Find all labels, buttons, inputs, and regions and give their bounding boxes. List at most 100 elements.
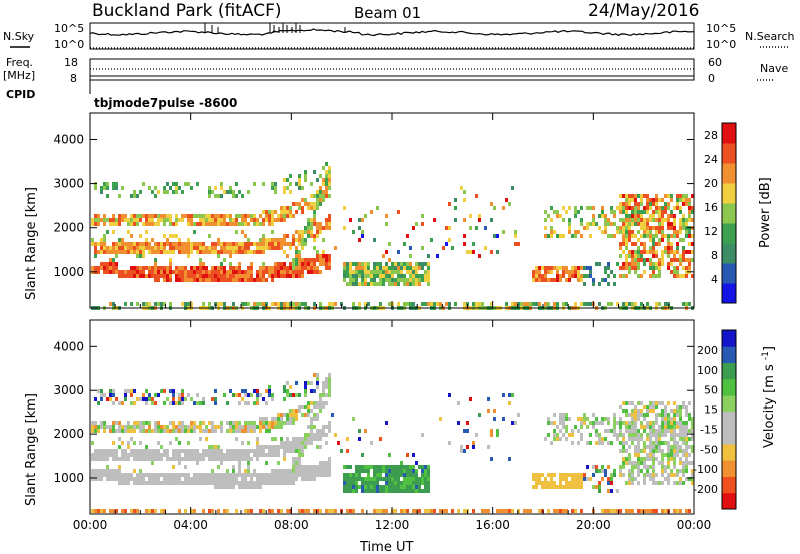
heatmap-cell — [613, 421, 616, 425]
heatmap-cell — [682, 194, 685, 198]
heatmap-cell — [424, 509, 427, 513]
heatmap-cell — [226, 457, 229, 461]
heatmap-cell — [652, 445, 655, 449]
heatmap-cell — [643, 234, 646, 238]
heatmap-cell — [262, 417, 265, 421]
heatmap-cell — [178, 397, 181, 401]
heatmap-cell — [652, 198, 655, 202]
heatmap-cell — [169, 401, 172, 405]
heatmap-cell — [103, 218, 106, 222]
noise-panel: 10^5 10^0 10^5 10^0 N.Sky N.Search — [3, 22, 795, 51]
heatmap-cell — [169, 441, 172, 445]
heatmap-cell — [652, 421, 655, 425]
heatmap-cell — [682, 449, 685, 453]
heatmap-cell — [595, 469, 598, 473]
heatmap-cell — [661, 218, 664, 222]
heatmap-cell — [289, 182, 292, 186]
heatmap-cell — [316, 445, 319, 449]
heatmap-cell — [598, 302, 601, 306]
heatmap-cell — [115, 509, 118, 513]
heatmap-cell — [145, 242, 148, 246]
heatmap-cell — [274, 421, 277, 425]
heatmap-cell — [589, 441, 592, 445]
heatmap-cell — [418, 266, 421, 270]
heatmap-cell — [625, 457, 628, 461]
heatmap-cell — [550, 206, 553, 210]
heatmap-cell — [343, 489, 346, 493]
heatmap-cell — [181, 270, 184, 274]
heatmap-cell — [247, 190, 250, 194]
heatmap-cell — [208, 509, 211, 513]
heatmap-cell — [127, 429, 130, 433]
heatmap-cell — [109, 509, 112, 513]
heatmap-cell — [364, 489, 367, 493]
heatmap-cell — [358, 469, 361, 473]
heatmap-cell — [190, 270, 193, 274]
heatmap-cell — [532, 302, 535, 306]
heatmap-cell — [670, 469, 673, 473]
heatmap-cell — [181, 274, 184, 278]
heatmap-cell — [265, 278, 268, 282]
heatmap-cell — [412, 282, 415, 286]
heatmap-cell — [256, 445, 259, 449]
heatmap-cell — [322, 178, 325, 182]
heatmap-cell — [109, 477, 112, 481]
heatmap-cell — [307, 270, 310, 274]
heatmap-cell — [685, 198, 688, 202]
heatmap-cell — [307, 381, 310, 385]
heatmap-cell — [262, 425, 265, 429]
heatmap-cell — [493, 409, 496, 413]
heatmap-cell — [253, 278, 256, 282]
heatmap-cell — [463, 218, 466, 222]
heatmap-cell — [601, 469, 604, 473]
heatmap-cell — [187, 274, 190, 278]
heatmap-cell — [103, 242, 106, 246]
heatmap-cell — [229, 481, 232, 485]
heatmap-cell — [322, 166, 325, 170]
heatmap-cell — [625, 226, 628, 230]
heatmap-cell — [661, 425, 664, 429]
heatmap-cell — [226, 190, 229, 194]
heatmap-cell — [184, 509, 187, 513]
heatmap-cell — [412, 465, 415, 469]
heatmap-cell — [640, 202, 643, 206]
heatmap-cell — [307, 202, 310, 206]
heatmap-cell — [298, 186, 301, 190]
heatmap-cell — [298, 262, 301, 266]
heatmap-cell — [679, 509, 682, 513]
heatmap-cell — [322, 401, 325, 405]
heatmap-cell — [679, 437, 682, 441]
heatmap-cell — [253, 214, 256, 218]
heatmap-cell — [565, 210, 568, 214]
heatmap-cell — [214, 222, 217, 226]
heatmap-cell — [154, 222, 157, 226]
heatmap-cell — [349, 262, 352, 266]
heatmap-cell — [211, 453, 214, 457]
heatmap-cell — [178, 477, 181, 481]
heatmap-cell — [115, 270, 118, 274]
heatmap-cell — [250, 429, 253, 433]
heatmap-cell — [652, 238, 655, 242]
heatmap-cell — [97, 429, 100, 433]
heatmap-cell — [670, 246, 673, 250]
heatmap-cell — [217, 250, 220, 254]
heatmap-cell — [220, 302, 223, 306]
heatmap-cell — [202, 250, 205, 254]
heatmap-cell — [502, 230, 505, 234]
heatmap-cell — [322, 182, 325, 186]
heatmap-cell — [358, 477, 361, 481]
heatmap-cell — [544, 485, 547, 489]
heatmap-cell — [268, 421, 271, 425]
heatmap-cell — [610, 473, 613, 477]
heatmap-cell — [247, 509, 250, 513]
heatmap-cell — [142, 393, 145, 397]
heatmap-cell — [475, 194, 478, 198]
heatmap-cell — [325, 393, 328, 397]
heatmap-cell — [553, 485, 556, 489]
heatmap-cell — [316, 417, 319, 421]
heatmap-cell — [598, 489, 601, 493]
heatmap-cell — [127, 425, 130, 429]
date-title: 24/May/2016 — [588, 1, 700, 21]
heatmap-cell — [115, 246, 118, 250]
heatmap-cell — [451, 246, 454, 250]
